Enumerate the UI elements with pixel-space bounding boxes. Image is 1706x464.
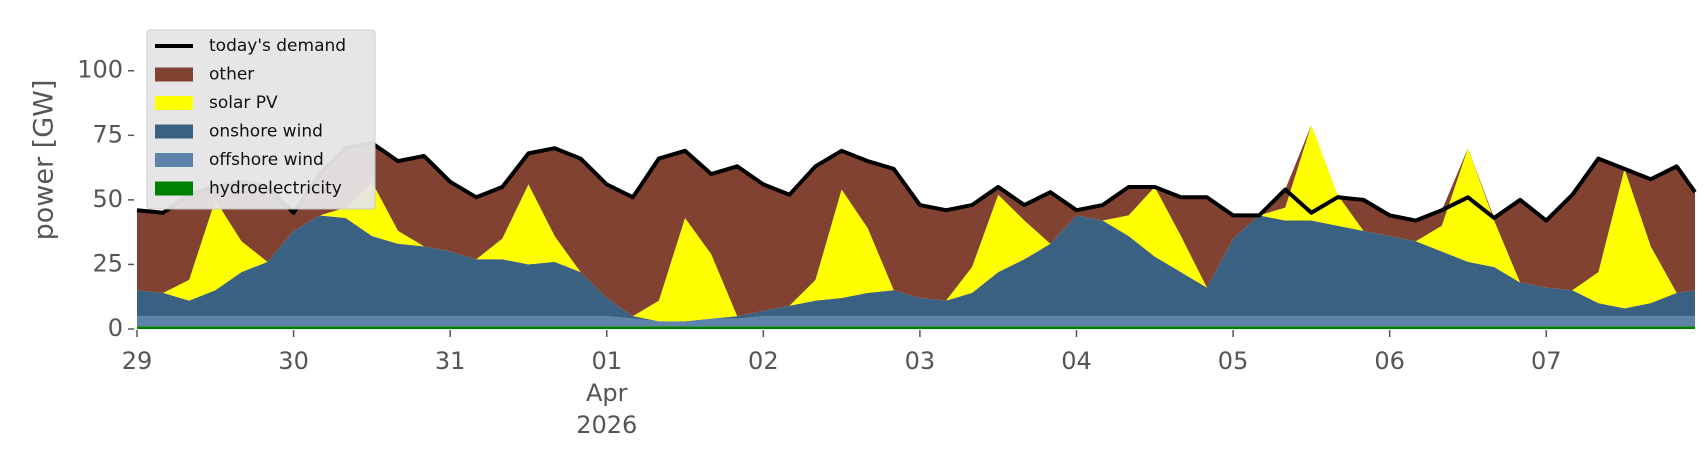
y-tick-label: 100 xyxy=(77,56,123,84)
demand-line xyxy=(136,141,1697,223)
legend-swatch xyxy=(155,124,193,139)
x-tick-label: 29 xyxy=(122,347,153,375)
area xyxy=(137,316,1695,327)
x-tick-label: 07 xyxy=(1531,347,1562,375)
legend-swatch xyxy=(155,181,193,196)
legend-label: hydroelectricity xyxy=(209,179,342,199)
x-tick-label: 31 xyxy=(435,347,466,375)
x-tick-label: 02 xyxy=(748,347,779,375)
legend-label: today's demand xyxy=(209,36,346,56)
y-tick-label: 75 xyxy=(92,120,123,148)
legend-box xyxy=(146,29,376,210)
area xyxy=(137,326,1695,329)
y-tick-label: 25 xyxy=(92,249,123,277)
x-tick-label: 30 xyxy=(278,347,309,375)
legend-label: solar PV xyxy=(209,93,278,113)
y-axis-label: power [GW] xyxy=(29,80,60,241)
x-tick-label: 04 xyxy=(1061,347,1092,375)
x-tick-label: 06 xyxy=(1374,347,1405,375)
y-tick-label: 0 xyxy=(108,314,123,342)
area xyxy=(137,124,1695,317)
legend-swatch xyxy=(155,96,193,110)
x-tick-label: 01 Apr 2026 xyxy=(576,347,637,439)
legend-label: onshore wind xyxy=(209,122,323,142)
x-tick-label: 03 xyxy=(905,347,936,375)
y-tick-label: 50 xyxy=(92,185,123,213)
legend-swatch xyxy=(155,67,193,82)
area xyxy=(137,215,1695,322)
legend-label: other xyxy=(209,65,254,85)
x-tick-label: 05 xyxy=(1218,347,1249,375)
area xyxy=(137,124,1695,322)
legend-swatch xyxy=(155,153,193,167)
legend-label: offshore wind xyxy=(209,150,324,170)
